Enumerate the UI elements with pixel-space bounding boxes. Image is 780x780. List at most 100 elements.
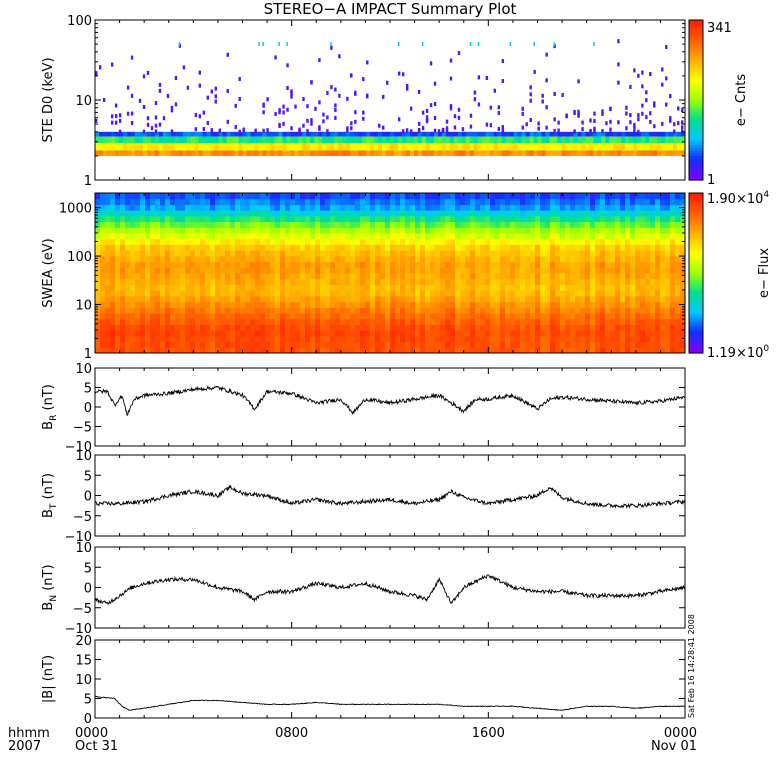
swea-cell (160, 250, 166, 257)
ste-band-cell (118, 131, 124, 137)
swea-cell (640, 324, 646, 331)
swea-cell (595, 238, 601, 245)
ste-band-cell (633, 143, 638, 151)
ste-count-mark (95, 118, 98, 123)
swea-cell (410, 318, 416, 325)
swea-cell (285, 238, 291, 245)
swea-cell (520, 324, 526, 331)
swea-cell (325, 341, 331, 348)
swea-cell (360, 335, 366, 343)
ste-band-cell (585, 143, 590, 151)
ste-band-cell (405, 131, 411, 137)
swea-cell (175, 347, 181, 354)
swea-cell (145, 330, 151, 337)
swea-cell (360, 221, 366, 228)
swea-cell (330, 227, 336, 234)
ste-colorbar-segment (689, 113, 703, 117)
swea-cell (100, 307, 106, 314)
swea-cell (525, 221, 531, 228)
swea-cell (230, 307, 236, 314)
swea-cell (440, 335, 446, 343)
swea-cell (300, 330, 306, 337)
swea-cell (610, 341, 616, 348)
ste-count-mark (421, 42, 424, 47)
ste-band-cell (234, 131, 240, 137)
swea-cell (235, 324, 241, 331)
ste-colorbar-segment (689, 60, 703, 64)
swea-cell (335, 335, 341, 343)
swea-cell (425, 227, 431, 234)
ste-count-mark (681, 125, 684, 130)
ste-count-mark (150, 126, 154, 131)
ste-band-cell (278, 131, 283, 137)
swea-cell (255, 284, 261, 291)
swea-cell (280, 318, 286, 325)
swea-cell (550, 215, 556, 223)
ste-count-mark (649, 119, 652, 124)
swea-cell (220, 238, 226, 245)
swea-cell (420, 227, 426, 234)
swea-cell (655, 347, 661, 354)
ste-band-cell (210, 136, 216, 144)
swea-cell (135, 261, 141, 268)
ste-count-mark (537, 121, 540, 126)
swea-cell (545, 210, 551, 217)
swea-cell (670, 244, 676, 251)
swea-cell (515, 250, 521, 257)
swea-cell (355, 347, 361, 354)
swea-cell (105, 284, 111, 291)
swea-cell (285, 347, 291, 354)
swea-cell (435, 324, 441, 331)
swea-cell (130, 335, 136, 343)
swea-cell (570, 313, 576, 320)
swea-cell (270, 273, 276, 280)
swea-cell (610, 301, 616, 308)
ste-count-mark (401, 129, 405, 134)
swea-cell (345, 227, 351, 234)
ste-band-cell (222, 136, 228, 144)
ste-band-cell (194, 150, 200, 156)
swea-cell (150, 238, 156, 245)
swea-cell (520, 284, 526, 291)
swea-cell (255, 221, 261, 228)
swea-cell (405, 273, 411, 280)
swea-cell (195, 324, 201, 331)
swea-cell (105, 193, 111, 200)
swea-cell (370, 233, 376, 240)
swea-cell (350, 227, 356, 234)
swea-cell (635, 215, 641, 223)
swea-cell (680, 255, 686, 263)
swea-cell (395, 255, 401, 263)
ste-count-mark (206, 95, 210, 100)
swea-cell (580, 313, 586, 320)
swea-cell (315, 290, 321, 297)
swea-cell (470, 261, 476, 268)
swea-cell (440, 313, 446, 320)
swea-cell (615, 273, 621, 280)
swea-cell (465, 204, 471, 211)
swea-cell (575, 204, 581, 211)
swea-cell (680, 307, 686, 314)
swea-cell (185, 198, 191, 205)
swea-cell (480, 221, 486, 228)
swea-cell (140, 227, 146, 234)
swea-cell (205, 233, 211, 240)
swea-cell (305, 210, 311, 217)
swea-colorbar-segment (689, 331, 703, 335)
swea-cell (440, 341, 446, 348)
swea-cell (520, 255, 526, 263)
swea-cell (365, 301, 371, 308)
swea-cell (465, 238, 471, 245)
swea-cell (145, 284, 151, 291)
swea-cell (540, 284, 546, 291)
swea-cell (585, 347, 591, 354)
swea-cell (530, 295, 536, 303)
swea-cell (635, 313, 641, 320)
swea-cell (680, 318, 686, 325)
swea-cell (250, 198, 256, 205)
swea-cell (485, 335, 491, 343)
swea-cell (665, 221, 671, 228)
swea-cell (635, 324, 641, 331)
swea-cell (570, 318, 576, 325)
swea-cell (630, 347, 636, 354)
